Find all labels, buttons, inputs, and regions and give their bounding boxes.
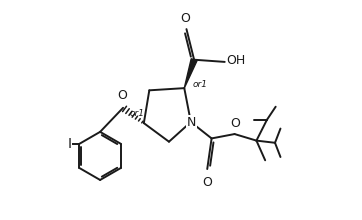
- Polygon shape: [184, 59, 197, 88]
- Text: O: O: [230, 117, 240, 130]
- Text: or1: or1: [193, 80, 208, 89]
- Text: or1: or1: [130, 109, 145, 118]
- Text: N: N: [187, 116, 196, 128]
- Text: O: O: [202, 176, 212, 189]
- Text: O: O: [118, 89, 127, 102]
- Text: OH: OH: [226, 54, 245, 67]
- Text: I: I: [68, 137, 72, 151]
- Text: O: O: [180, 12, 190, 25]
